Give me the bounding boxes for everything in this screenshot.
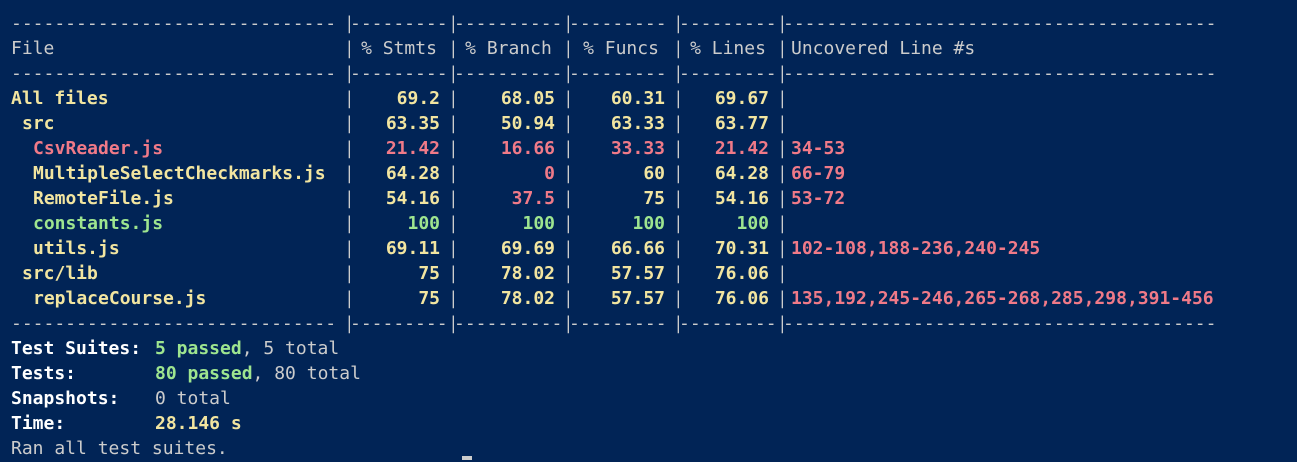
row-branch: 69.69 [500, 238, 555, 259]
time-label: Time: [11, 413, 66, 434]
table-row: constants.js | 100 | 100 | 100 | 100 | [11, 211, 1291, 236]
row-branch: 68.05 [500, 88, 555, 109]
row-file: RemoteFile.js [33, 188, 174, 209]
row-uncovered: 135,192,245-246,265-268,285,298,391-456 [791, 288, 1214, 309]
row-stmts: 75 [418, 263, 440, 284]
row-stmts: 64.28 [385, 163, 440, 184]
table-row: replaceCourse.js | 75 | 78.02 | 57.57 | 76.06 | 13… [11, 286, 1291, 311]
row-lines: 76.06 [714, 263, 769, 284]
header-branch: % Branch [465, 38, 552, 59]
row-file: CsvReader.js [33, 138, 164, 159]
table-row: All files | 69.2 | 68.05 | 60.31 | 69.67 | [11, 86, 1291, 111]
row-branch: 100 [522, 213, 555, 234]
summary-test-suites: Test Suites: 5 passed, 5 total [11, 336, 1291, 361]
table-row: src | 63.35 | 50.94 | 63.33 | 63.77 | [11, 111, 1291, 136]
row-lines: 54.16 [714, 188, 769, 209]
table-separator-top: ------------------------------ | ---------… [11, 13, 1217, 34]
snapshots-value: 0 total [155, 388, 231, 409]
table-header: File |% Stmts |% Branch |% Funcs |% Lines | Un… [11, 36, 1291, 61]
header-uncovered: Uncovered Line #s [791, 38, 976, 59]
header-stmts: % Stmts [361, 38, 437, 59]
row-uncovered: 102-108,188-236,240-245 [791, 238, 1041, 259]
row-uncovered [783, 111, 1243, 136]
row-file: src [22, 113, 55, 134]
row-stmts: 69.11 [385, 238, 440, 259]
row-funcs: 57.57 [610, 263, 665, 284]
row-branch: 78.02 [500, 263, 555, 284]
time-value: 28.146 s [155, 413, 242, 434]
row-lines: 70.31 [714, 238, 769, 259]
row-file: All files [11, 88, 109, 109]
tests-label: Tests: [11, 363, 77, 384]
row-lines: 69.67 [714, 88, 769, 109]
test-suites-total: , 5 total [241, 338, 340, 359]
row-uncovered [783, 211, 1243, 236]
summary-time: Time: 28.146 s [11, 411, 1291, 436]
row-file: src/lib [22, 263, 98, 284]
terminal-cursor [462, 456, 472, 460]
row-funcs: 66.66 [610, 238, 665, 259]
row-branch: 78.02 [500, 288, 555, 309]
row-file: MultipleSelectCheckmarks.js [33, 163, 326, 184]
row-funcs: 33.33 [610, 138, 665, 159]
row-stmts: 100 [407, 213, 440, 234]
test-suites-label: Test Suites: [11, 338, 142, 359]
row-uncovered: 53-72 [791, 188, 846, 209]
row-branch: 0 [544, 163, 555, 184]
table-row: RemoteFile.js | 54.16 | 37.5 | 75 | 54.16 | 53-72 [11, 186, 1291, 211]
table-row: CsvReader.js | 21.42 | 16.66 | 33.33 | 21.42 | 34-… [11, 136, 1291, 161]
row-branch: 16.66 [500, 138, 555, 159]
row-stmts: 63.35 [385, 113, 440, 134]
row-uncovered [783, 261, 1243, 286]
row-funcs: 63.33 [610, 113, 665, 134]
tests-passed: 80 passed [155, 363, 253, 384]
summary-ran-all: Ran all test suites. [11, 438, 228, 459]
row-branch: 37.5 [511, 188, 555, 209]
summary-snapshots: Snapshots: 0 total [11, 386, 1291, 411]
row-file: replaceCourse.js [33, 288, 207, 309]
row-funcs: 75 [643, 188, 665, 209]
snapshots-label: Snapshots: [11, 388, 120, 409]
row-uncovered [783, 86, 1243, 111]
terminal-output: ------------------------------ | ---------… [11, 11, 1291, 461]
row-lines: 64.28 [714, 163, 769, 184]
row-branch: 50.94 [500, 113, 555, 134]
table-row: src/lib | 75 | 78.02 | 57.57 | 76.06 | [11, 261, 1291, 286]
row-funcs: 100 [632, 213, 665, 234]
row-file: utils.js [33, 238, 120, 259]
table-separator-header: ------------------------------ | ---------… [11, 63, 1217, 84]
row-file: constants.js [33, 213, 164, 234]
sep-dash: ------------------------------ [11, 13, 337, 34]
summary-tests: Tests: 80 passed, 80 total [11, 361, 1291, 386]
row-funcs: 60.31 [610, 88, 665, 109]
row-stmts: 69.2 [396, 88, 440, 109]
row-stmts: 75 [418, 288, 440, 309]
row-funcs: 57.57 [610, 288, 665, 309]
test-suites-passed: 5 passed [155, 338, 242, 359]
row-uncovered: 34-53 [791, 138, 846, 159]
tests-total: , 80 total [252, 363, 361, 384]
row-lines: 100 [736, 213, 769, 234]
header-funcs: % Funcs [583, 38, 659, 59]
row-uncovered: 66-79 [791, 163, 846, 184]
row-stmts: 54.16 [385, 188, 440, 209]
table-row: utils.js | 69.11 | 69.69 | 66.66 | 70.31 | 102-108… [11, 236, 1291, 261]
table-separator-bottom: ------------------------------ | ---------… [11, 313, 1217, 334]
row-lines: 63.77 [714, 113, 769, 134]
row-lines: 76.06 [714, 288, 769, 309]
row-stmts: 21.42 [385, 138, 440, 159]
row-lines: 21.42 [714, 138, 769, 159]
header-lines: % Lines [690, 38, 766, 59]
row-funcs: 60 [643, 163, 665, 184]
table-body: All files | 69.2 | 68.05 | 60.31 | 69.67 | src | 63.… [11, 86, 1291, 311]
header-file: File [11, 38, 55, 59]
table-row: MultipleSelectCheckmarks.js | 64.28 | 0 | 60 | 6… [11, 161, 1291, 186]
